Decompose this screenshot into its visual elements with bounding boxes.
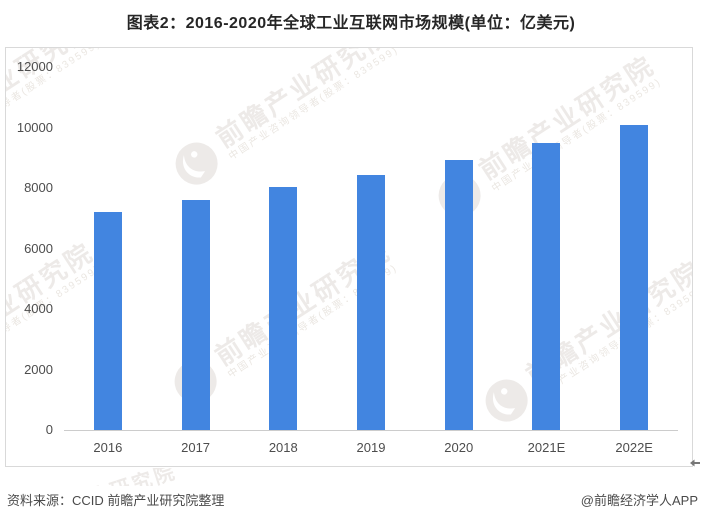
bar-2021E[interactable] <box>532 142 561 430</box>
chart-title: 图表2：2016-2020年全球工业互联网市场规模(单位：亿美元) <box>126 15 576 32</box>
x-axis-labels: 2016 2017 2018 2019 2020 2021E 2022E <box>64 440 678 455</box>
plot-area <box>64 67 678 430</box>
watermark-fragment: 前瞻产业研究院 <box>258 471 318 489</box>
watermark-fragment: 前瞻产业研究院 <box>15 468 205 486</box>
bar-slot <box>239 67 327 430</box>
bar-slot <box>415 67 503 430</box>
bar-2016[interactable] <box>93 211 122 430</box>
bar-2017[interactable] <box>181 199 210 430</box>
x-axis-label-2019: 2019 <box>356 440 386 455</box>
bar-slot <box>64 67 152 430</box>
x-axis-label-2022E: 2022E <box>615 440 653 455</box>
y-axis-tick-label: 8000 <box>24 180 53 195</box>
footer-source-text: 资料来源：CCID 前瞻产业研究院整理 <box>7 493 225 508</box>
y-axis-tick-label: 12000 <box>16 59 53 74</box>
watermark-fragment: 前瞻产业研究院 <box>530 471 590 489</box>
bar-slot <box>590 67 678 430</box>
x-axis-label-2018: 2018 <box>268 440 298 455</box>
y-axis-labels: 0 2000 4000 6000 8000 10000 12000 <box>6 48 53 466</box>
y-axis-tick-label: 4000 <box>24 301 53 316</box>
bar-2020[interactable] <box>444 159 473 430</box>
bar-slot <box>503 67 591 430</box>
x-axis-label-2020: 2020 <box>444 440 474 455</box>
bar-2018[interactable] <box>269 186 298 430</box>
x-axis-label-2017: 2017 <box>181 440 211 455</box>
y-axis-tick-label: 2000 <box>24 361 53 377</box>
y-axis-tick-label: 10000 <box>16 119 53 135</box>
chart-panel: 前瞻产业研究院 中国产业咨询领导者(股票：839599) 前瞻产业研究院 中国产业咨询… <box>5 47 693 467</box>
x-axis-line <box>64 430 678 431</box>
bar-2022E[interactable] <box>620 125 649 430</box>
mouse-cursor-icon <box>689 456 701 468</box>
x-axis-label-2021E: 2021E <box>527 440 566 455</box>
footer-credit-text: @前瞻经济学人APP <box>580 493 698 508</box>
x-axis-label-2016: 2016 <box>93 440 123 455</box>
bar-slot <box>152 67 240 430</box>
y-axis-tick-label: 6000 <box>24 240 53 256</box>
bar-slot <box>327 67 415 430</box>
bar-2019[interactable] <box>357 175 386 430</box>
y-axis-tick-label: 0 <box>45 422 53 437</box>
